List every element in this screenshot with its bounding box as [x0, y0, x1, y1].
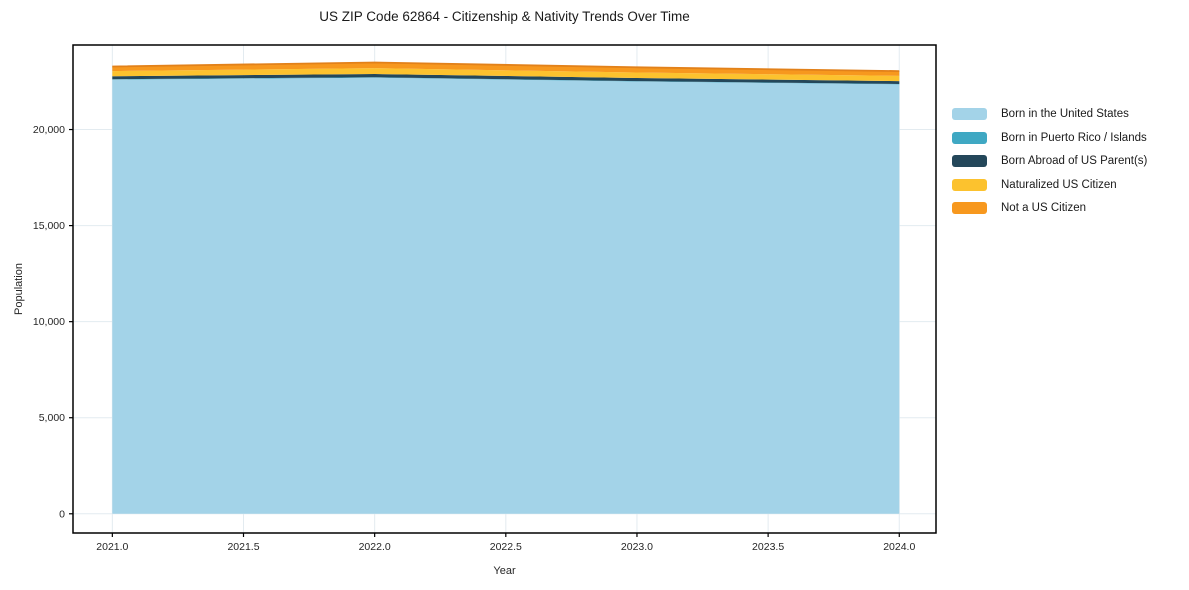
legend-item-naturalized: Naturalized US Citizen: [952, 178, 1147, 191]
x-tick-label: 2021.0: [96, 541, 128, 553]
area-born-abroad-of-us-parent-s: [112, 74, 900, 84]
legend-label: Not a US Citizen: [1001, 202, 1087, 214]
legend-item-born-in-us: Born in the United States: [952, 108, 1147, 120]
legend-swatch-born-abroad: [952, 155, 987, 167]
legend-label: Naturalized US Citizen: [1001, 178, 1117, 191]
x-tick-label: 2024.0: [883, 541, 915, 553]
x-tick-label: 2022.5: [490, 541, 522, 553]
y-tick-label: 10,000: [33, 316, 65, 328]
legend-item-born-in-puerto-rico: Born in Puerto Rico / Islands: [952, 131, 1147, 144]
chart-title: US ZIP Code 62864 - Citizenship & Nativi…: [319, 9, 690, 24]
x-tick-label: 2021.5: [227, 541, 259, 553]
x-axis-label: Year: [493, 565, 516, 577]
y-tick-label: 0: [59, 508, 65, 520]
legend-swatch-not-a-citizen: [952, 202, 987, 214]
y-tick-label: 15,000: [33, 220, 65, 232]
legend-label: Born Abroad of US Parent(s): [1001, 155, 1148, 167]
area-edge-not-a-us-citizen: [112, 61, 900, 72]
legend-label: Born in Puerto Rico / Islands: [1001, 131, 1147, 144]
legend: Born in the United States Born in Puerto…: [952, 108, 1147, 226]
legend-item-born-abroad: Born Abroad of US Parent(s): [952, 155, 1147, 167]
area-born-in-the-united-states: [112, 77, 900, 514]
legend-swatch-naturalized: [952, 178, 987, 191]
y-tick-label: 5,000: [39, 412, 65, 424]
y-tick-label: 20,000: [33, 124, 65, 136]
legend-label: Born in the United States: [1001, 108, 1129, 120]
area-not-a-us-citizen: [112, 62, 900, 76]
legend-item-not-a-citizen: Not a US Citizen: [952, 202, 1147, 214]
x-tick-label: 2023.0: [621, 541, 653, 553]
x-tick-label: 2022.0: [359, 541, 391, 553]
legend-swatch-born-in-puerto-rico: [952, 131, 987, 144]
x-tick-label: 2023.5: [752, 541, 784, 553]
y-axis-label: Population: [13, 263, 25, 315]
legend-swatch-born-in-us: [952, 108, 987, 120]
area-naturalized-us-citizen: [112, 68, 900, 82]
plot-border: [72, 44, 937, 534]
